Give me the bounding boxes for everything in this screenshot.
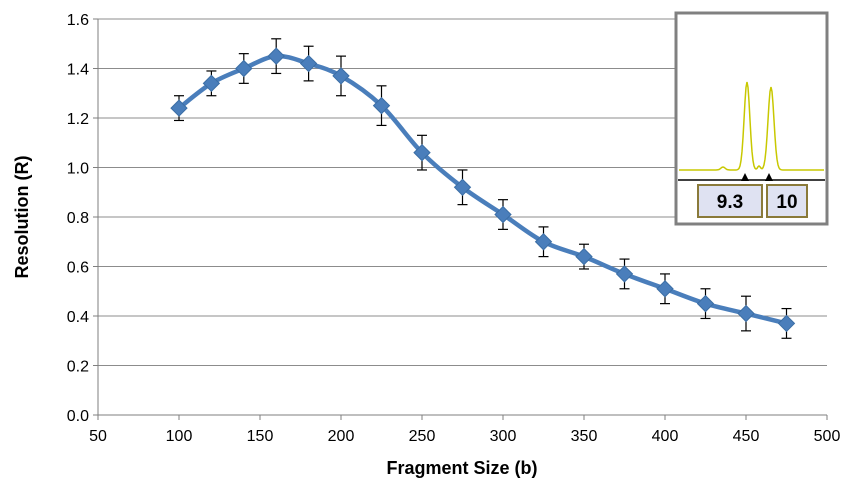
data-point-diamond [656,280,674,298]
inset-trace [679,81,824,171]
x-tick-label: 200 [328,428,355,445]
y-tick-label: 1.0 [67,161,89,178]
x-tick-label: 450 [733,428,760,445]
data-point-diamond [299,54,318,73]
x-tick-label: 400 [652,428,679,445]
inset-label-box-2 [766,184,808,218]
data-point-diamond [267,47,285,65]
inset-label-box-1 [697,184,763,218]
data-point-diamond [332,67,350,85]
x-tick-label: 150 [247,428,274,445]
x-tick-labels: 50 100 150 200 250 300 350 400 450 500 [89,415,840,445]
x-tick-label: 50 [89,428,107,445]
x-tick-label: 250 [409,428,436,445]
y-tick-labels: 0.0 0.2 0.4 0.6 0.8 1.0 1.2 1.4 1.6 [67,12,89,425]
inset-label-1: 9.3 [717,192,743,213]
data-point-diamond [737,304,755,323]
x-tick-label: 300 [490,428,517,445]
y-tick-label: 0.2 [67,359,89,376]
data-point-diamond [615,265,634,283]
y-tick-label: 0.4 [67,309,89,326]
x-tick-label: 100 [166,428,193,445]
x-tick-label: 350 [571,428,598,445]
y-tick-label: 1.4 [67,62,89,79]
y-tick-label: 0.6 [67,260,89,277]
data-point-diamond [534,233,553,251]
data-point-diamond [202,74,221,93]
x-tick-label: 500 [814,428,841,445]
data-point-diamond [777,314,796,333]
inset-label-2: 10 [776,192,797,213]
inset-marker-right [765,173,773,181]
x-axis-title: Fragment Size (b) [386,458,537,478]
data-point-diamond [453,178,472,197]
y-axis-title: Resolution (R) [12,156,32,279]
data-point-diamond [170,99,188,117]
electropherogram-inset: 9.3 10 [674,11,829,226]
y-tick-label: 1.2 [67,111,89,128]
data-point-diamond [372,96,391,115]
data-point-diamond [696,294,715,313]
data-point-diamond [575,247,593,266]
axes [97,19,827,416]
data-point-diamond [413,143,431,162]
y-tick-label: 1.6 [67,12,89,29]
series-resolution [170,47,796,333]
y-tick-label: 0.8 [67,210,89,227]
data-point-diamond [494,205,512,224]
y-tick-label: 0.0 [67,408,89,425]
data-point-diamond [235,59,253,78]
inset-marker-left [741,173,749,181]
